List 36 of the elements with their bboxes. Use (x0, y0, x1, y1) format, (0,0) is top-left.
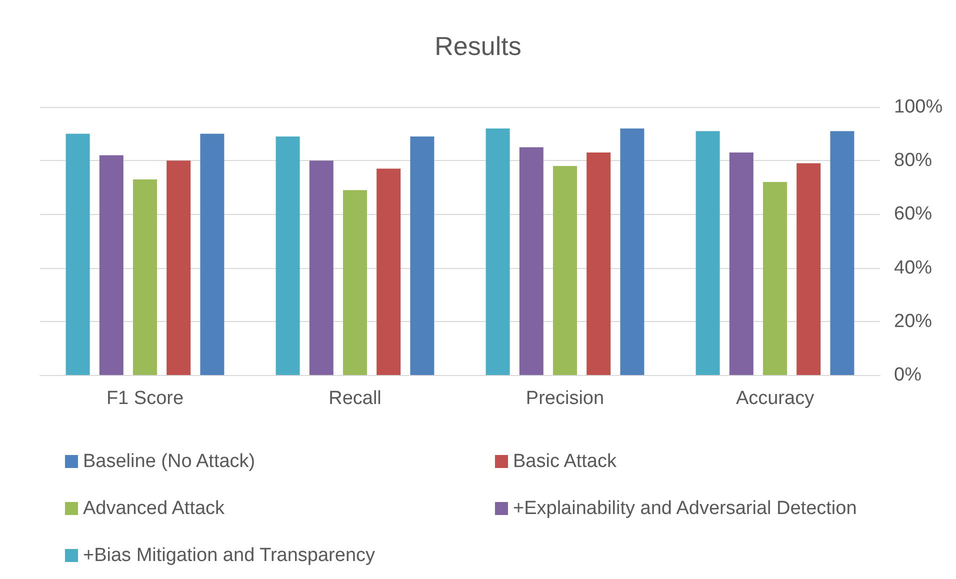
y-tick-label: 20% (894, 310, 932, 332)
x-tick-label: Precision (526, 388, 604, 409)
chart-title: Results (434, 31, 522, 61)
y-tick-label: 80% (894, 150, 932, 172)
bar (620, 128, 644, 375)
bar (99, 155, 124, 375)
legend-label: Basic Attack (513, 451, 617, 472)
bar (486, 128, 510, 375)
bar (586, 152, 611, 375)
bar (763, 182, 787, 375)
legend-label: +Explainability and Adversarial Detection (513, 498, 857, 519)
bar (166, 160, 191, 375)
x-tick-label: F1 Score (106, 388, 184, 409)
y-tick-label: 60% (894, 204, 932, 225)
bar (696, 131, 720, 375)
bar (796, 163, 821, 375)
bar (133, 179, 157, 375)
bar (309, 160, 334, 375)
bar (729, 152, 754, 375)
y-tick-label: 100% (894, 96, 943, 118)
bar (276, 136, 300, 375)
x-tick-label: Accuracy (736, 388, 815, 409)
bar (343, 190, 367, 375)
bar (830, 131, 854, 375)
legend-label: Advanced Attack (83, 498, 226, 519)
y-tick-label: 0% (894, 364, 922, 386)
legend-label: +Bias Mitigation and Transparency (83, 545, 376, 566)
bar (410, 136, 434, 375)
legend-label: Baseline (No Attack) (83, 451, 256, 472)
bar (200, 134, 224, 375)
x-tick-label: Recall (328, 388, 382, 409)
bar (376, 168, 401, 375)
bar (66, 134, 90, 375)
y-tick-label: 40% (894, 257, 932, 278)
bar (553, 166, 577, 375)
bar (519, 147, 544, 375)
